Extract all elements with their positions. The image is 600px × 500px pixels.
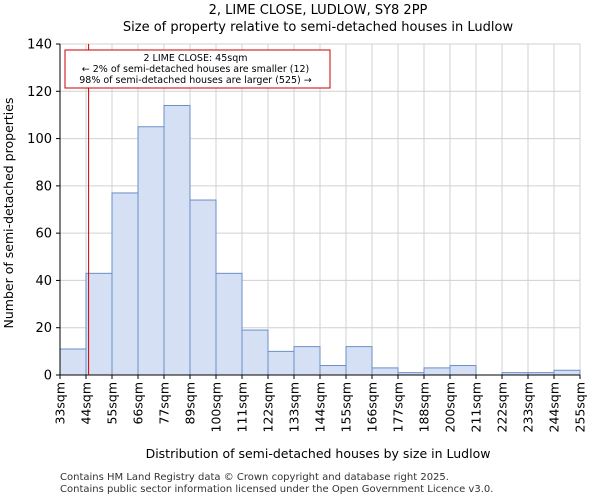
chart-subtitle: Size of property relative to semi-detach… <box>123 20 514 35</box>
y-tick-label: 80 <box>35 179 52 194</box>
histogram-bar <box>267 350 295 376</box>
x-tick-label: 222sqm <box>495 382 510 432</box>
x-tick-label: 33sqm <box>53 382 68 425</box>
y-tick-label: 140 <box>27 38 52 53</box>
x-tick-label: 111sqm <box>235 382 250 432</box>
y-tick-label: 100 <box>27 132 52 147</box>
x-tick-label: 255sqm <box>573 382 588 432</box>
x-tick-label: 100sqm <box>209 382 224 432</box>
histogram-bar <box>293 346 321 376</box>
x-tick-label: 177sqm <box>391 382 406 432</box>
x-tick-label: 122sqm <box>261 382 276 432</box>
x-tick-label: 133sqm <box>287 382 302 432</box>
y-axis-label: Number of semi-detached properties <box>1 98 16 329</box>
x-tick-label: 244sqm <box>547 382 562 432</box>
histogram-bar <box>137 126 165 376</box>
x-tick-label: 66sqm <box>131 382 146 425</box>
y-tick-label: 120 <box>27 85 52 100</box>
x-tick-label: 233sqm <box>521 382 536 432</box>
x-tick-label: 200sqm <box>443 382 458 432</box>
plot-area: 0 20 40 60 80 100 120 140 33sqm 44sqm 55sqm 66sqm 77… <box>27 38 587 433</box>
x-tick-label: 144sqm <box>313 382 328 432</box>
footer-line-1: Contains HM Land Registry data © Crown c… <box>60 472 449 483</box>
histogram-bar <box>553 369 581 376</box>
annotation-box <box>64 49 331 89</box>
annotation-text: 98% of semi-detached houses are larger (… <box>79 75 312 86</box>
x-tick-label: 188sqm <box>417 382 432 432</box>
histogram-bar <box>215 272 243 376</box>
y-tick-label: 20 <box>35 321 52 336</box>
x-tick-label: 55sqm <box>105 382 120 425</box>
histogram-bar <box>371 367 399 376</box>
histogram-bar <box>85 272 113 376</box>
y-tick-label: 0 <box>44 369 52 384</box>
y-tick-label: 60 <box>35 227 52 242</box>
annotation-text: 2 LIME CLOSE: 45sqm <box>143 53 247 64</box>
histogram-bar <box>319 365 347 376</box>
y-tick-label: 40 <box>35 274 52 289</box>
histogram-bar <box>345 346 373 376</box>
x-tick-label: 89sqm <box>183 382 198 425</box>
histogram-chart: 2, LIME CLOSE, LUDLOW, SY8 2PP Size of p… <box>1 3 588 461</box>
histogram-bar <box>241 329 269 376</box>
annotation-text: ← 2% of semi-detached houses are smaller… <box>82 64 310 75</box>
histogram-bar <box>163 104 191 376</box>
x-tick-label: 77sqm <box>157 382 172 425</box>
histogram-bar <box>423 367 451 376</box>
x-axis-label: Distribution of semi-detached houses by … <box>146 446 491 461</box>
histogram-bar <box>111 192 139 376</box>
histogram-bar <box>449 365 477 376</box>
x-tick-label: 211sqm <box>469 382 484 432</box>
histogram-bar <box>59 348 87 376</box>
x-tick-label: 155sqm <box>339 382 354 432</box>
chart-title: 2, LIME CLOSE, LUDLOW, SY8 2PP <box>209 3 428 18</box>
x-tick-label: 166sqm <box>365 382 380 432</box>
footer-line-2: Contains public sector information licen… <box>60 484 494 495</box>
histogram-bar <box>189 199 217 376</box>
x-tick-label: 44sqm <box>79 382 94 425</box>
